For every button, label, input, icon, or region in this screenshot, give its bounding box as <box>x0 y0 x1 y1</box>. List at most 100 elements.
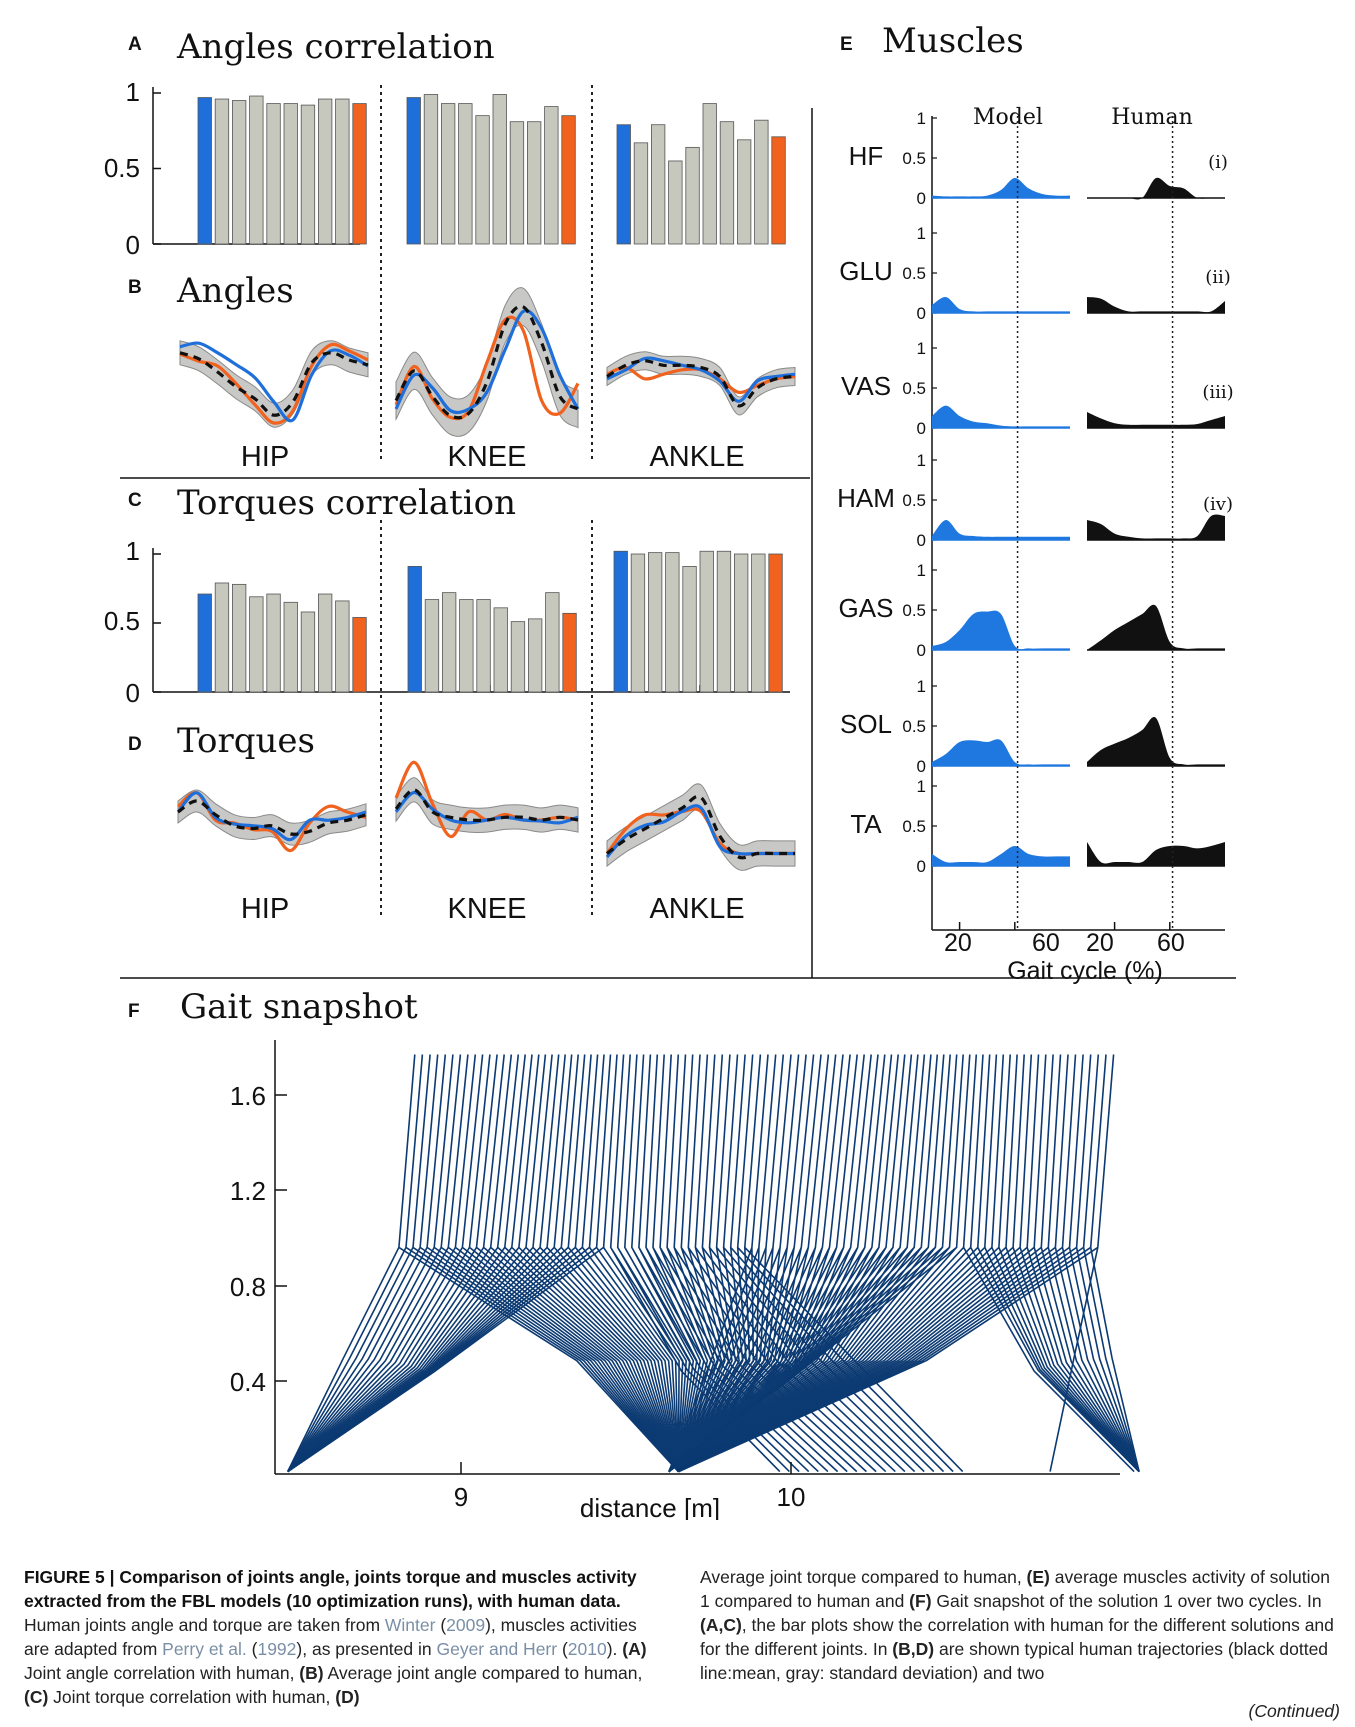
muscle-label: GLU <box>839 256 892 286</box>
bar-ankle <box>771 136 786 245</box>
joint-label-hip: HIP <box>241 441 289 473</box>
panel-a-bars <box>152 87 786 245</box>
citation-link[interactable]: Winter <box>384 1615 436 1635</box>
column-title-human: Human <box>1111 105 1193 130</box>
trace-blue <box>176 791 367 842</box>
panel-letter-b: B <box>128 277 142 298</box>
gait-frame <box>678 1054 1115 1473</box>
panel-c-bars <box>152 548 790 693</box>
citation-link[interactable]: Perry et al. <box>162 1639 247 1659</box>
human-activity-area <box>1087 412 1225 428</box>
bar-knee <box>528 618 543 693</box>
y-tick-label: 0.8 <box>230 1272 266 1302</box>
caption-right-column: Average joint torque compared to human, … <box>700 1565 1340 1723</box>
bar-knee <box>475 115 490 245</box>
caption-paragraph: FIGURE 5 | Comparison of joints angle, j… <box>24 1565 664 1709</box>
panel-d-traces <box>176 760 796 871</box>
human-activity-area <box>1087 297 1225 313</box>
figure-caption: FIGURE 5 | Comparison of joints angle, j… <box>24 1565 1340 1723</box>
caption-text: are shown typical human trajectories (bl… <box>700 1639 1329 1683</box>
bar-knee <box>440 103 456 245</box>
caption-text: Joint torque correlation with human, <box>48 1687 336 1707</box>
caption-text: Human joints angle and torque are taken … <box>24 1615 385 1635</box>
panel-f-title: Gait snapshot <box>180 987 418 1027</box>
y-tick-label: 1 <box>917 451 926 470</box>
muscle-label: HAM <box>837 483 895 513</box>
y-tick-label: 0.5 <box>902 717 926 736</box>
citation-link[interactable]: 2009 <box>446 1615 486 1635</box>
panel-ref: (F) <box>909 1591 932 1611</box>
caption-text: ), muscles activities are adapted from <box>24 1615 637 1659</box>
trace-mean <box>394 304 579 420</box>
y-tick-label: 0 <box>917 757 926 776</box>
bar-ankle <box>613 550 628 693</box>
citation-link[interactable]: Geyer and Herr <box>436 1639 558 1659</box>
gait-frame <box>287 1054 680 1473</box>
bar-ankle <box>719 121 735 245</box>
caption-paragraph: Average joint torque compared to human, … <box>700 1565 1340 1685</box>
gait-frame <box>287 1054 680 1473</box>
bar-knee <box>458 103 473 245</box>
panel-ref: (E) <box>1026 1567 1050 1587</box>
bar-hip <box>197 593 212 693</box>
caption-text: ( <box>246 1639 258 1659</box>
bar-knee <box>492 94 507 245</box>
bar-knee <box>406 97 421 245</box>
y-tick-label: 0.5 <box>902 379 926 398</box>
panel-ref: (A,C) <box>700 1615 742 1635</box>
y-tick-label: 0.5 <box>104 153 140 183</box>
muscle-label: HF <box>849 141 884 171</box>
x-tick-label: 20 <box>1086 929 1114 957</box>
y-tick-label: 0 <box>917 531 926 550</box>
panel-ref: (A) <box>622 1639 647 1659</box>
y-tick-label: 0.5 <box>902 149 926 168</box>
model-activity-area <box>932 739 1070 766</box>
bar-hip <box>352 103 367 245</box>
caption-text: Joint angle correlation with human, <box>24 1663 300 1683</box>
bar-knee <box>544 106 559 245</box>
bar-knee <box>407 566 422 693</box>
model-activity-area <box>932 177 1070 198</box>
model-activity-area <box>932 296 1070 313</box>
gait-frame <box>287 1054 680 1473</box>
bar-knee <box>527 121 542 245</box>
gait-frame <box>287 1054 680 1473</box>
human-activity-area <box>1087 604 1225 650</box>
bar-ankle <box>651 124 666 245</box>
bar-ankle <box>616 124 631 245</box>
bar-hip <box>231 100 247 245</box>
bar-ankle <box>685 146 700 245</box>
panel-letter-e: E <box>840 34 853 55</box>
bar-hip <box>317 593 333 693</box>
panel-letter-c: C <box>128 490 142 511</box>
column-title-model: Model <box>973 105 1043 130</box>
bar-ankle <box>737 139 752 245</box>
caption-text: , the bar plots show the correlation wit… <box>700 1615 1334 1659</box>
bar-ankle <box>702 103 717 245</box>
panel-e-title: Muscles <box>882 21 1024 61</box>
joint-label-ankle: ANKLE <box>649 893 744 925</box>
panel-d-title: Torques <box>177 721 315 761</box>
bar-knee <box>561 115 576 245</box>
caption-text: ). <box>606 1639 623 1659</box>
citation-link[interactable]: 1992 <box>257 1639 297 1659</box>
caption-text: Gait snapshot of the solution 1 over two… <box>931 1591 1322 1611</box>
y-tick-label: 1 <box>917 339 926 358</box>
sd-band <box>606 783 796 871</box>
caption-text: ), as presented in <box>296 1639 437 1659</box>
sd-band <box>177 789 367 846</box>
bar-hip <box>317 98 333 245</box>
y-tick-label: 0.5 <box>902 817 926 836</box>
panel-letter-f: F <box>128 1001 140 1022</box>
y-tick-label: 1 <box>126 77 140 107</box>
bar-knee <box>509 121 525 245</box>
panel-e-muscles: HF 0 0.5 1 (i) GLU 0 0.5 1 (ii) VAS 0 0.5 1 (iii) HAM 0 0… <box>837 109 1234 931</box>
panel-b-traces <box>179 287 796 437</box>
caption-text: Average joint torque compared to human, <box>700 1567 1027 1587</box>
figure-graphic: A Angles correlation 1 0.5 0 B Angles HI… <box>104 21 1236 1520</box>
y-tick-label: 0 <box>917 857 926 876</box>
citation-link[interactable]: 2010 <box>567 1639 607 1659</box>
bar-knee <box>476 599 491 693</box>
y-tick-label: 1 <box>917 109 926 128</box>
bar-ankle <box>682 566 697 693</box>
